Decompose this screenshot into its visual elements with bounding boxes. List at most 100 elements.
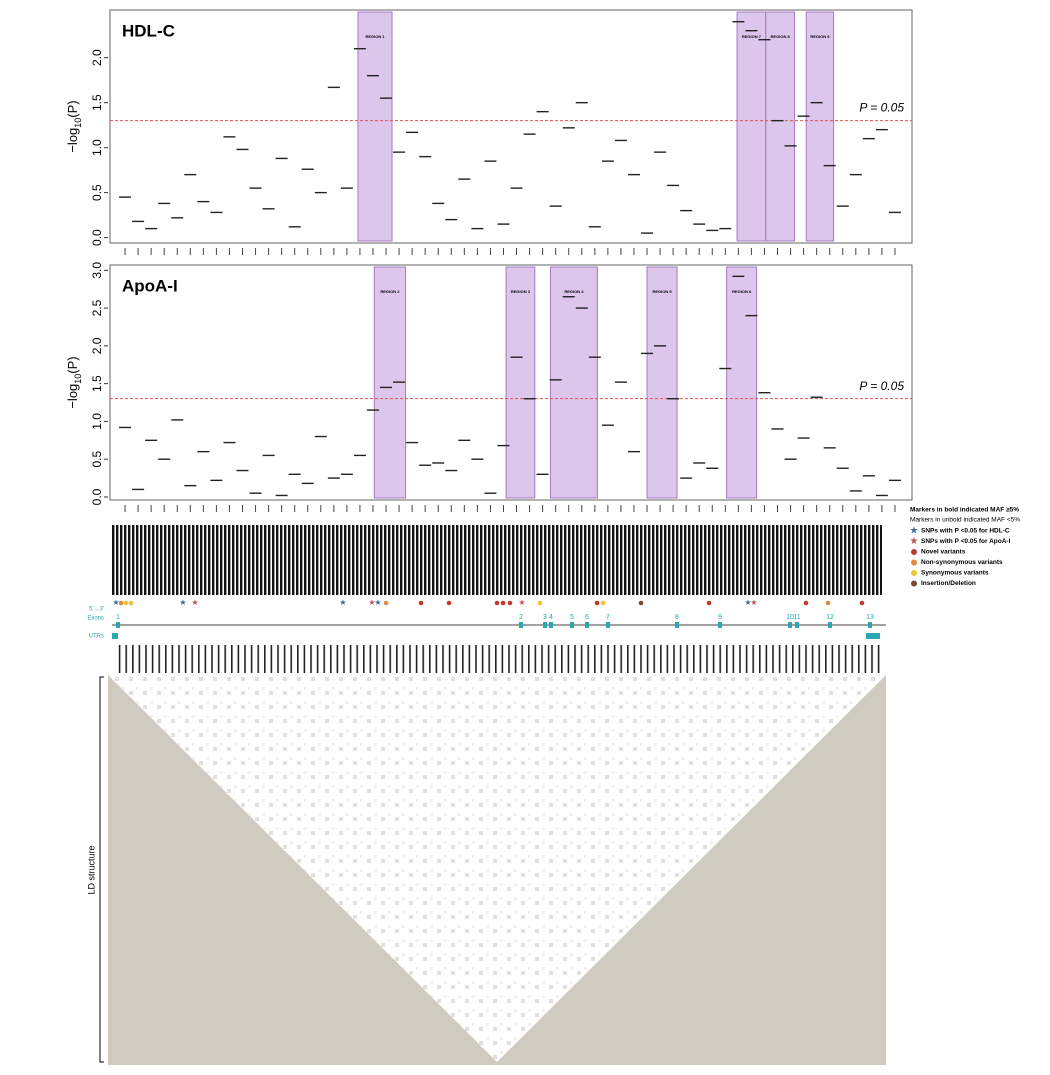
exon-number: 12: [826, 614, 834, 621]
snp-name-block: [112, 525, 882, 595]
direction-label: 5'→3': [89, 607, 104, 613]
y-axis-label-part: −log: [65, 384, 80, 409]
threshold-label: P = 0.05: [859, 101, 904, 115]
y-tick-label: 0.5: [90, 451, 104, 468]
ld-fan: [115, 645, 880, 673]
exon-box: [116, 622, 120, 628]
y-axis-label-part: (P): [65, 356, 80, 373]
variant-star: ★: [518, 598, 525, 607]
region: [357, 11, 393, 242]
region-label: REGION 1: [365, 34, 385, 39]
exon-box: [788, 622, 792, 628]
exons-label: Exons: [87, 616, 104, 622]
variant-dot: [494, 600, 500, 606]
exon-box: [828, 622, 832, 628]
legend-note: Markers in unbold indicated MAF <5%: [910, 517, 1020, 524]
exon-number: 4: [549, 614, 553, 621]
ld-cells: [108, 675, 886, 1062]
y-tick-label: 3.0: [90, 262, 104, 279]
variant-dot: [859, 600, 865, 606]
y-tick-label: 0.0: [90, 229, 104, 246]
y-tick-label: 1.0: [90, 139, 104, 156]
exon-box: [543, 622, 547, 628]
variant-dot: [446, 600, 452, 606]
region: [736, 11, 767, 242]
variant-dot: [594, 600, 600, 606]
legend-label: Novel variants: [921, 549, 966, 556]
exon-number: 2: [519, 614, 523, 621]
y-tick-label: 1.0: [90, 413, 104, 430]
legend-note: Markers in bold indicated MAF ≥5%: [910, 507, 1019, 514]
variant-dot: [825, 600, 831, 606]
legend-dot: [911, 559, 917, 566]
region-label: REGION 9: [810, 34, 830, 39]
exon-number: 6: [585, 614, 589, 621]
y-tick-label: 2.5: [90, 299, 104, 316]
variant-dot: [123, 600, 129, 606]
utr-box: [112, 633, 118, 639]
utr-box: [866, 633, 880, 639]
exon-number: 5: [570, 614, 574, 621]
legend-dot: [911, 570, 917, 576]
y-axis-label-part: (P): [65, 100, 80, 117]
variant-star: ★: [750, 598, 757, 607]
region-label: REGION 5: [652, 289, 672, 294]
region-label: REGION 4: [564, 289, 584, 294]
ld-bracket: [99, 676, 104, 1063]
region: [549, 266, 598, 499]
y-axis-label-part: 10: [73, 118, 83, 128]
exon-box: [675, 622, 679, 628]
variant-dot: [383, 600, 389, 606]
legend-label: SNPs with P <0.05 for HDL-C: [921, 528, 1010, 535]
y-axis-label-part: −log: [65, 128, 80, 153]
exon-number: 8: [675, 614, 679, 621]
exon-box: [868, 622, 872, 628]
exon-number: 7: [606, 614, 610, 621]
y-axis-label: −log10(P): [65, 100, 83, 152]
exon-box: [585, 622, 589, 628]
exon-box: [570, 622, 574, 628]
exon-number: 11: [793, 614, 800, 621]
variant-star: ★: [744, 598, 751, 607]
y-tick-label: 2.0: [90, 337, 104, 354]
region: [726, 266, 758, 499]
region-label: REGION 6: [732, 289, 752, 294]
variant-star: ★: [339, 598, 346, 607]
variant-star: ★: [368, 598, 375, 607]
y-axis-label: −log10(P): [65, 356, 83, 408]
y-tick-label: 2.0: [90, 49, 104, 66]
legend-label: SNPs with P <0.05 for ApoA-I: [921, 538, 1011, 545]
region-label: REGION 3: [511, 289, 531, 294]
exon-number: 3: [543, 614, 547, 621]
exon-number: 13: [866, 614, 874, 621]
y-tick-label: 0.0: [90, 488, 104, 505]
utrs-label: UTRs: [89, 634, 104, 640]
region-label: REGION 2: [380, 289, 400, 294]
variant-dot: [507, 600, 513, 606]
legend-label: Insertion/Deletion: [921, 580, 976, 587]
exon-box: [549, 622, 553, 628]
y-axis-label-part: 10: [73, 374, 83, 384]
variant-dot: [418, 600, 424, 606]
y-tick-label: 1.5: [90, 375, 104, 392]
region: [765, 11, 795, 242]
panel-title: HDL-C: [122, 21, 175, 40]
variant-star: ★: [191, 598, 198, 607]
variant-dot: [638, 600, 644, 606]
variant-dot: [500, 600, 506, 606]
variant-dot: [803, 600, 809, 606]
region-label: REGION 7: [742, 34, 762, 39]
variant-dot: [706, 600, 712, 606]
exon-box: [606, 622, 610, 628]
exon-box: [718, 622, 722, 628]
variant-dot: [600, 600, 606, 606]
exon-number: 9: [718, 614, 722, 621]
legend-label: Synonymous variants: [921, 570, 989, 577]
legend-star: ★: [910, 526, 919, 537]
exon-number: 1: [116, 614, 120, 621]
exon-box: [795, 622, 799, 628]
region: [805, 11, 835, 242]
variant-dot: [537, 600, 543, 606]
